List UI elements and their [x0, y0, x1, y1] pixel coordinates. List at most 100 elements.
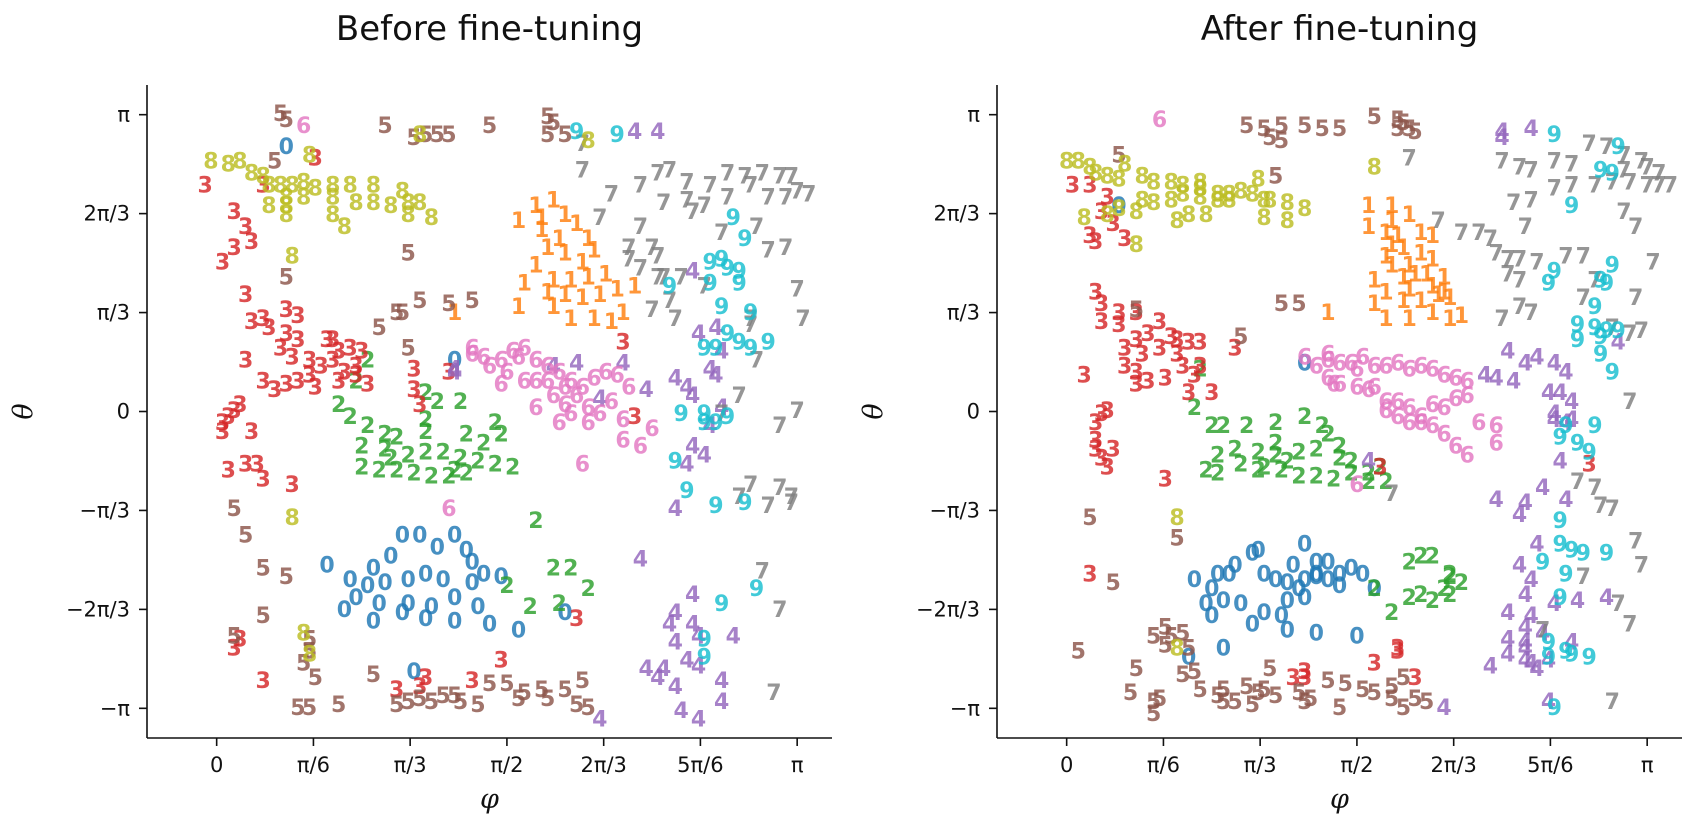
data-point-digit-2: 2: [488, 452, 503, 477]
data-point-digit-5: 5: [1384, 687, 1399, 712]
data-point-digit-5: 5: [482, 672, 497, 697]
data-point-digit-5: 5: [1332, 117, 1347, 142]
data-point-digit-5: 5: [575, 669, 590, 694]
data-point-digit-7: 7: [1581, 132, 1596, 157]
data-point-digit-7: 7: [697, 274, 712, 299]
data-point-digit-6: 6: [586, 366, 601, 391]
data-point-digit-2: 2: [1291, 464, 1306, 489]
data-point-digit-9: 9: [1547, 260, 1562, 285]
data-point-digit-6: 6: [1332, 352, 1347, 377]
data-point-digit-2: 2: [331, 393, 346, 418]
data-point-digit-9: 9: [697, 411, 712, 436]
data-point-digit-0: 0: [1216, 589, 1231, 614]
data-point-digit-2: 2: [1297, 405, 1312, 430]
data-point-digit-5: 5: [1384, 675, 1399, 700]
data-point-digit-9: 9: [749, 577, 764, 602]
data-point-digit-3: 3: [1105, 212, 1120, 237]
data-point-digit-3: 3: [331, 340, 346, 365]
data-point-digit-2: 2: [1413, 544, 1428, 569]
data-point-digit-6: 6: [581, 396, 596, 421]
data-point-digit-5: 5: [302, 696, 317, 721]
y-tick-label: π: [967, 103, 980, 127]
data-point-digit-3: 3: [267, 378, 282, 403]
data-point-digit-6: 6: [1378, 399, 1393, 424]
data-point-digit-0: 0: [493, 565, 508, 590]
data-point-digit-8: 8: [1134, 165, 1149, 190]
data-point-digit-4: 4: [708, 316, 723, 341]
data-point-digit-6: 6: [615, 429, 630, 454]
data-point-digit-5: 5: [470, 693, 485, 718]
data-point-digit-2: 2: [447, 458, 462, 483]
data-point-digit-5: 5: [1105, 571, 1120, 596]
data-point-digit-4: 4: [679, 452, 694, 477]
data-point-digit-8: 8: [1175, 173, 1190, 198]
data-point-digit-6: 6: [296, 114, 311, 139]
data-point-digit-0: 0: [1291, 577, 1306, 602]
data-point-digit-9: 9: [702, 251, 717, 276]
y-tick-label: −π: [950, 696, 981, 720]
data-point-digit-2: 2: [1198, 458, 1213, 483]
data-point-digit-6: 6: [540, 355, 555, 380]
data-point-digit-0: 0: [1256, 601, 1271, 626]
data-point-digit-8: 8: [1100, 165, 1115, 190]
data-point-digit-4: 4: [1500, 628, 1515, 653]
data-point-digit-3: 3: [308, 375, 323, 400]
data-point-digit-3: 3: [238, 283, 253, 308]
data-point-digit-7: 7: [685, 200, 700, 225]
data-point-digit-6: 6: [1320, 366, 1335, 391]
data-point-digit-6: 6: [1448, 366, 1463, 391]
data-point-digit-4: 4: [1552, 381, 1567, 406]
data-point-digit-3: 3: [1094, 447, 1109, 472]
data-point-digit-9: 9: [726, 206, 741, 231]
data-point-digit-6: 6: [540, 369, 555, 394]
data-point-digit-7: 7: [1523, 188, 1538, 213]
data-point-digit-2: 2: [1367, 577, 1382, 602]
data-point-digit-1: 1: [569, 212, 584, 237]
data-point-digit-7: 7: [1576, 245, 1591, 270]
data-point-digit-6: 6: [1402, 411, 1417, 436]
data-point-digit-5: 5: [1262, 126, 1277, 151]
data-point-digit-3: 3: [337, 360, 352, 385]
data-point-digit-2: 2: [406, 461, 421, 486]
data-point-digit-7: 7: [790, 277, 805, 302]
data-point-digit-4: 4: [1518, 616, 1533, 641]
data-point-digit-4: 4: [1489, 488, 1504, 513]
data-point-digit-1: 1: [1436, 280, 1451, 305]
data-point-digit-6: 6: [1390, 390, 1405, 415]
data-point-digit-4: 4: [668, 601, 683, 626]
data-point-digit-3: 3: [290, 328, 305, 353]
data-point-digit-0: 0: [1210, 562, 1225, 587]
data-point-digit-4: 4: [1500, 601, 1515, 626]
data-point-digit-8: 8: [1129, 233, 1144, 258]
data-point-digit-0: 0: [1204, 604, 1219, 629]
data-point-digit-2: 2: [1251, 458, 1266, 483]
x-tick-label: π/2: [1340, 753, 1373, 777]
data-point-digit-0: 0: [1245, 542, 1260, 567]
data-point-digit-8: 8: [1169, 506, 1184, 531]
data-point-digit-2: 2: [476, 432, 491, 457]
data-point-digit-4: 4: [702, 414, 717, 439]
y-tick-label: 2π/3: [934, 202, 980, 226]
data-point-digit-0: 0: [470, 595, 485, 620]
data-point-digit-6: 6: [1355, 346, 1370, 371]
data-point-digit-6: 6: [1425, 357, 1440, 382]
data-point-digit-0: 0: [435, 568, 450, 593]
data-point-digit-5: 5: [1129, 657, 1144, 682]
data-point-digit-2: 2: [1314, 414, 1329, 439]
data-point-digit-9: 9: [702, 271, 717, 296]
data-point-digit-0: 0: [476, 562, 491, 587]
data-point-digit-7: 7: [1564, 153, 1579, 178]
data-point-digit-4: 4: [546, 355, 561, 380]
data-point-digit-6: 6: [476, 346, 491, 371]
x-tick-label: 5π/6: [1527, 753, 1573, 777]
data-point-digit-2: 2: [1332, 447, 1347, 472]
x-tick-label: π/3: [394, 753, 427, 777]
data-point-digit-3: 3: [1100, 399, 1115, 424]
data-point-digit-1: 1: [1402, 203, 1417, 228]
data-point-digit-4: 4: [679, 375, 694, 400]
data-point-digit-4: 4: [1518, 491, 1533, 516]
x-tick-label: π/2: [490, 753, 523, 777]
data-point-digit-6: 6: [1436, 396, 1451, 421]
data-point-digit-8: 8: [383, 194, 398, 219]
data-point-digit-0: 0: [1297, 533, 1312, 558]
